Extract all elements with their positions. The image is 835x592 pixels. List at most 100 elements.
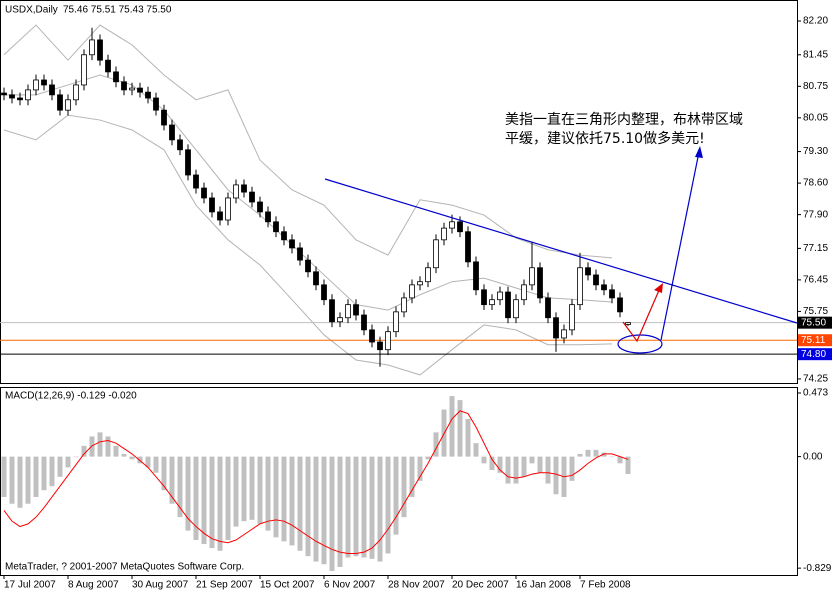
price-level-label: 75.11	[801, 335, 826, 346]
candle-body	[449, 221, 455, 229]
candle-body	[305, 259, 311, 273]
candle-body	[521, 284, 527, 301]
macd-bar	[585, 449, 591, 457]
macd-bar	[217, 456, 223, 551]
drawings	[324, 146, 798, 354]
candle-body	[617, 297, 623, 313]
candle-body	[313, 271, 319, 286]
blue-arrow	[660, 151, 700, 341]
candle-body	[185, 149, 191, 176]
macd-bar	[497, 456, 503, 473]
macd-bar	[609, 456, 615, 458]
macd-bar	[41, 456, 47, 491]
copyright: MetaTrader, ? 2001-2007 MetaQuotes Softw…	[5, 562, 244, 573]
macd-bar	[169, 456, 175, 504]
candle-body	[497, 291, 503, 301]
candle-body	[297, 247, 303, 261]
macd-bar	[553, 456, 559, 495]
candle-body	[337, 317, 343, 323]
macd-bar	[209, 456, 215, 549]
macd-bar	[177, 456, 183, 518]
candle-body	[225, 197, 231, 221]
x-tick-label: 8 Aug 2007	[68, 580, 119, 591]
ohlc-readout: 75.46 75.51 75.43 75.50	[63, 5, 172, 16]
candle-body	[217, 211, 223, 221]
price-level-box	[798, 316, 832, 329]
y-tick-label: 75.75	[803, 306, 828, 317]
macd-bar	[473, 443, 479, 457]
candle-body	[233, 184, 239, 199]
candle-body	[145, 91, 151, 99]
candle-body	[441, 227, 447, 241]
macd-bar	[121, 453, 127, 457]
signal-line	[3, 410, 629, 554]
x-tick-label: 7 Feb 2008	[580, 580, 631, 591]
macd-title: MACD(12,26,9) -0.129 -0.020	[5, 391, 137, 402]
candle-body	[121, 81, 127, 91]
macd-bar	[577, 453, 583, 457]
macd-bar	[513, 456, 519, 484]
blue-arrow-head	[695, 146, 703, 158]
candle-body	[129, 87, 135, 91]
candle-body	[1, 92, 7, 96]
macd-bar	[337, 456, 343, 567]
candle-body	[577, 267, 583, 306]
macd-bar	[481, 456, 487, 464]
candle-body	[257, 201, 263, 213]
candle-body	[105, 59, 111, 73]
candle-body	[201, 187, 207, 199]
candle-body	[505, 291, 511, 319]
candle-body	[329, 299, 335, 323]
candle-body	[289, 239, 295, 249]
candle-body	[169, 124, 175, 141]
candle-body	[409, 284, 415, 299]
y-tick-label: 76.45	[803, 275, 828, 286]
y-tick-label: 82.20	[803, 16, 828, 27]
candle-body	[369, 329, 375, 343]
macd-bar	[33, 456, 39, 497]
candle-body	[553, 317, 559, 339]
x-tick-label: 6 Nov 2007	[324, 580, 376, 591]
y-tick-label: 74.25	[803, 374, 828, 385]
candle-body	[601, 284, 607, 291]
candle-body	[433, 239, 439, 269]
x-tick-label: 21 Sep 2007	[196, 580, 253, 591]
macd-bar	[409, 456, 415, 497]
x-tick-label: 16 Jan 2008	[516, 580, 571, 591]
candle-body	[457, 221, 463, 233]
candle-body	[49, 84, 55, 96]
macd-bar	[385, 456, 391, 554]
candle-body	[561, 329, 567, 339]
macd-bar	[537, 456, 543, 473]
macd-bar	[345, 456, 351, 558]
macd-bar	[257, 456, 263, 524]
candle-body	[321, 284, 327, 301]
macd-bar	[417, 456, 423, 481]
candle-body	[489, 299, 495, 306]
macd-bar	[73, 456, 79, 458]
x-tick-label: 28 Nov 2007	[388, 580, 445, 591]
macd-bar	[521, 456, 527, 477]
y-tick-label: 81.45	[803, 49, 828, 60]
macd-bar	[393, 456, 399, 535]
macd-bar	[281, 456, 287, 542]
macd-bar	[137, 456, 143, 464]
red-arrow-head	[654, 283, 663, 293]
macd-bar	[489, 456, 495, 471]
candle-body	[385, 331, 391, 351]
macd-bar	[377, 456, 383, 562]
macd-bar	[153, 456, 159, 473]
macd-bar	[321, 456, 327, 565]
candle-body	[17, 97, 23, 101]
y-tick-label: 78.60	[803, 178, 828, 189]
price-pane	[0, 0, 798, 384]
macd-bar	[305, 456, 311, 557]
candle-body	[545, 297, 551, 319]
macd-bar	[361, 456, 367, 558]
bollinger-lower	[3, 114, 613, 376]
macd-bar	[329, 456, 335, 571]
candle-body	[161, 109, 167, 126]
macd-bar	[97, 432, 103, 457]
candle-body	[529, 267, 535, 286]
